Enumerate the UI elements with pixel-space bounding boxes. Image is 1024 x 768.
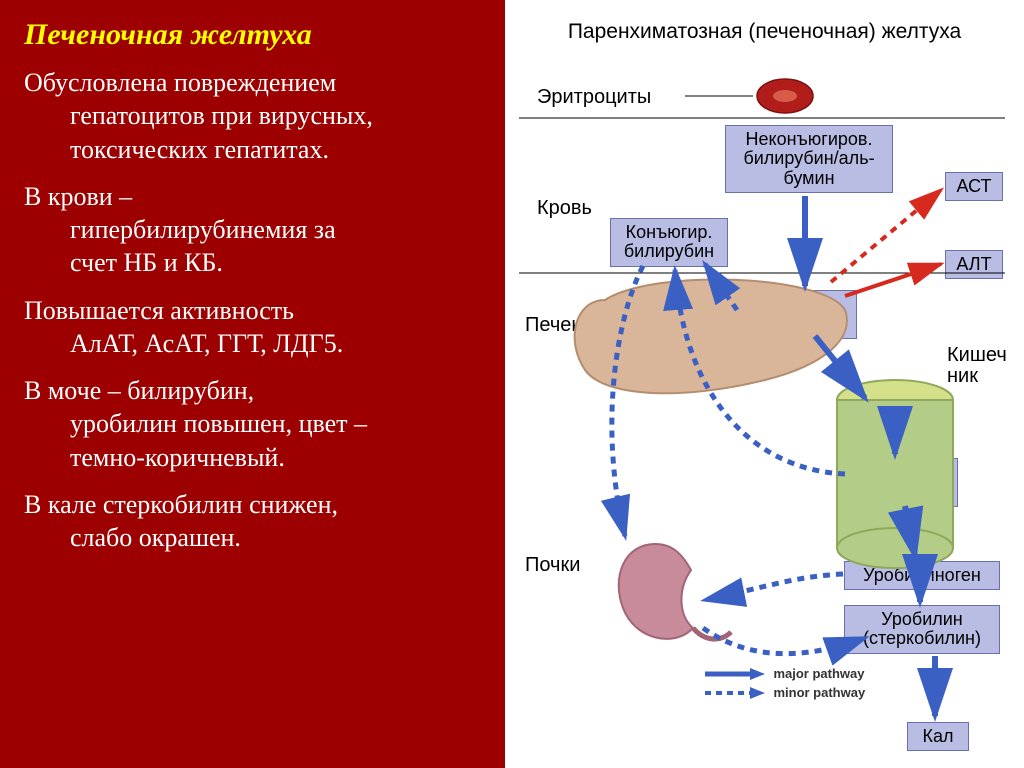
legend-major-text: major pathway — [773, 666, 864, 681]
legend-minor-icon — [705, 686, 765, 700]
left-p5b: слабо окрашен. — [70, 521, 481, 554]
left-p4b: уробилин повышен, цвет – — [70, 407, 481, 440]
left-p2a: В крови – — [24, 182, 132, 211]
left-p5: В кале стеркобилин снижен, слабо окрашен… — [24, 488, 481, 555]
left-p3: Повышается активность АлАТ, АсАТ, ГГТ, Л… — [24, 294, 481, 361]
label-eritrocity: Эритроциты — [537, 87, 651, 108]
legend-major-icon — [705, 667, 765, 681]
left-p2: В крови – гипербилирубинемия за счет НБ … — [24, 180, 481, 280]
left-panel: Печеночная желтуха Обусловлена поврежден… — [0, 0, 505, 768]
left-p2b: гипербилирубинемия за — [70, 213, 481, 246]
legend-minor-text: minor pathway — [773, 685, 865, 700]
left-p1a: Обусловлена повреждением — [24, 68, 336, 97]
left-p3b: АлАТ, АсАТ, ГГТ, ЛДГ5. — [70, 327, 481, 360]
label-pochki: Почки — [525, 555, 580, 576]
box-konjug-int: Конъюгир. билируб. — [838, 458, 958, 507]
left-p4c: темно-коричневый. — [70, 441, 481, 474]
label-pechen: Печень — [525, 315, 593, 336]
left-p2c: счет НБ и КБ. — [70, 246, 481, 279]
box-ast: АСТ — [945, 172, 1003, 201]
label-kishechnik: Кишеч ник — [947, 345, 1007, 387]
legend: major pathway minor pathway — [705, 667, 861, 705]
left-p1: Обусловлена повреждением гепатоцитов при… — [24, 66, 481, 166]
left-p5a: В кале стеркобилин снижен, — [24, 490, 338, 519]
left-p3a: Повышается активность — [24, 296, 294, 325]
box-konjug-blood: Конъюгир. билирубин — [610, 218, 728, 267]
left-title: Печеночная желтуха — [24, 18, 481, 52]
box-konjug-liver: Конъюгир. билируб. — [737, 290, 857, 339]
box-kal: Кал — [907, 722, 969, 751]
left-p1b: гепатоцитов при вирусных, — [70, 99, 481, 132]
box-alt: АЛТ — [945, 250, 1003, 279]
left-p1c: токсических гепатитах. — [70, 133, 481, 166]
label-krov: Кровь — [537, 198, 592, 219]
right-panel: Паренхиматозная (печеночная) желтуха Эри… — [505, 0, 1024, 768]
box-unconj: Неконъюгиров. билирубин/аль- бумин — [725, 125, 893, 193]
left-p4: В моче – билирубин, уробилин повышен, цв… — [24, 374, 481, 474]
diagram-title: Паренхиматозная (печеночная) желтуха — [515, 20, 1014, 44]
box-urobilinogen: Уробилиноген — [844, 561, 1000, 590]
left-p4a: В моче – билирубин, — [24, 376, 254, 405]
box-urobilin: Уробилин (стеркобилин) — [844, 605, 1000, 654]
